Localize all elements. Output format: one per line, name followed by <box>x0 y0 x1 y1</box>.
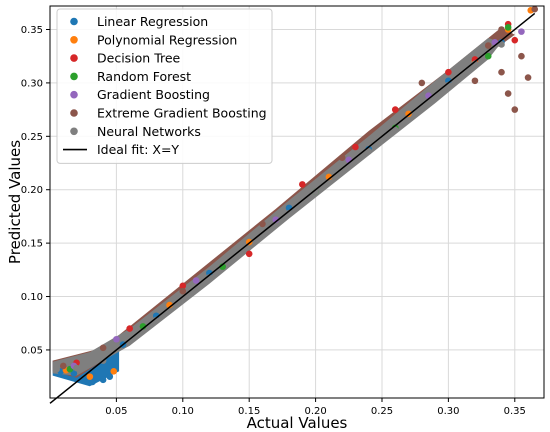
random-forest-point <box>484 52 492 60</box>
y-tick-label: 0.05 <box>21 345 43 356</box>
legend-label-ideal-fit-x-y: Ideal fit: X=Y <box>97 142 179 157</box>
legend-marker-gradient-boosting <box>70 90 78 99</box>
decision-tree-point <box>299 181 306 188</box>
linear-regression-point <box>70 370 78 377</box>
extreme-gradient-boosting-point <box>524 74 532 81</box>
legend-marker-extreme-gradient-boosting <box>70 109 78 117</box>
decision-tree-point <box>445 68 452 76</box>
legend-marker-linear-regression <box>70 17 78 26</box>
random-forest-point <box>504 24 512 31</box>
y-tick-label: 0.20 <box>21 185 43 196</box>
decision-tree-point <box>391 106 399 113</box>
ideal-fit-line <box>49 12 536 404</box>
linear-regression-point <box>99 376 107 384</box>
decision-tree-point <box>179 282 187 290</box>
plot-area-frame <box>49 5 545 399</box>
y-tick-label: 0.10 <box>21 292 43 303</box>
gradient-boosting-point <box>518 28 525 35</box>
extreme-gradient-boosting-point <box>518 52 525 60</box>
legend-label-random-forest: Random Forest <box>97 69 191 84</box>
ideal-fit-line <box>49 12 536 404</box>
legend-marker-neural-networks <box>70 127 78 136</box>
decision-tree-point <box>245 250 253 258</box>
extreme-gradient-boosting-point <box>471 77 479 85</box>
legend-label-linear-regression: Linear Regression <box>97 14 208 29</box>
y-tick-label: 0.30 <box>21 78 43 89</box>
legend-label-extreme-gradient-boosting: Extreme Gradient Boosting <box>97 106 267 121</box>
y-axis-label: Predicted Values <box>6 140 24 264</box>
x-tick-label: 0.35 <box>504 406 526 417</box>
neural-networks-point <box>391 126 399 134</box>
legend-marker-decision-tree <box>70 54 78 62</box>
legend-label-decision-tree: Decision Tree <box>97 51 181 66</box>
neural-networks-point <box>73 364 80 372</box>
extreme-gradient-boosting-point <box>484 42 492 49</box>
neural-networks-point <box>53 365 60 373</box>
x-tick-label: 0.30 <box>437 406 459 417</box>
axis-ticks: 0.05 0.10 0.15 0.20 0.25 0.30 0.35 0.05 0.10 0.15… <box>21 25 526 417</box>
x-axis-label: Actual Values <box>247 414 348 432</box>
x-tick-label: 0.05 <box>105 406 127 417</box>
scatter-points <box>53 5 539 386</box>
neural-networks-point <box>498 41 505 48</box>
polynomial-regression-point <box>110 367 118 375</box>
decision-tree-point <box>126 325 133 332</box>
extreme-gradient-boosting-point <box>498 68 505 76</box>
extreme-gradient-boosting-point <box>418 79 426 87</box>
extreme-gradient-boosting-point <box>179 287 187 295</box>
legend: Linear Regression Polynomial Regression De… <box>56 8 273 164</box>
extreme-gradient-boosting-point <box>531 5 539 13</box>
legend-marker-random-forest <box>70 72 78 81</box>
y-tick-label: 0.25 <box>21 132 43 143</box>
x-tick-label: 0.25 <box>371 406 393 417</box>
linear-regression-point <box>106 373 114 380</box>
extreme-gradient-boosting-point <box>259 220 266 228</box>
x-tick-label: 0.20 <box>304 406 326 417</box>
extreme-gradient-boosting-point <box>338 154 346 161</box>
extreme-gradient-boosting-point <box>504 90 512 97</box>
y-tick-label: 0.35 <box>21 25 43 36</box>
polynomial-regression-point <box>86 373 94 380</box>
x-tick-label: 0.10 <box>172 406 194 417</box>
legend-box <box>56 8 273 164</box>
legend-label-neural-networks: Neural Networks <box>97 124 201 139</box>
extreme-gradient-boosting-point <box>99 344 107 352</box>
x-tick-label: 0.15 <box>238 406 260 417</box>
gradient-boosting-point <box>113 335 120 343</box>
y-tick-label: 0.15 <box>21 239 43 250</box>
neural-networks-point <box>365 147 373 155</box>
gradient-boosting-point <box>192 277 200 284</box>
extreme-gradient-boosting-point <box>59 362 67 370</box>
decision-tree-point <box>511 36 519 44</box>
legend-label-polynomial-regression: Polynomial Regression <box>97 32 237 47</box>
extreme-gradient-boosting-point <box>498 26 505 33</box>
extreme-gradient-boosting-point <box>511 106 519 113</box>
decision-tree-point <box>352 143 359 151</box>
legend-label-gradient-boosting: Gradient Boosting <box>97 87 210 102</box>
neural-networks-cluster <box>52 38 502 376</box>
legend-marker-polynomial-regression <box>70 36 78 44</box>
linear-regression-point <box>89 378 96 386</box>
